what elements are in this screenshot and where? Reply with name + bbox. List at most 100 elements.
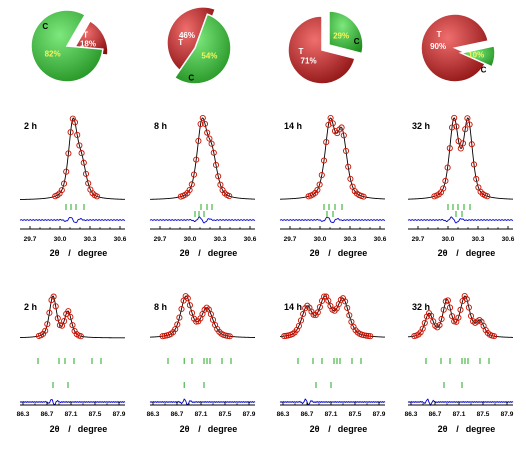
observed-point [442,177,449,184]
x-tick-label: 86.3 [405,411,418,418]
observed-point [197,121,204,128]
difference-curve [407,398,514,406]
observed-point [201,306,208,313]
x-tick-label: 86.7 [301,411,314,418]
x-tick-label: 86.7 [171,411,184,418]
calc-profile-line [279,117,386,200]
x-tick-label: 87.9 [373,411,386,418]
observed-point [295,322,302,329]
observed-point [71,119,79,126]
observed-point [473,175,480,183]
x-axis-label-symbol: 2θ [438,248,448,258]
observed-point [327,114,334,122]
x-tick-label: 30.6 [244,236,257,243]
observed-point [444,164,451,171]
observed-point [44,321,51,328]
pie-chart-b: 54% 46% C T [166,6,232,85]
x-tick-label: 87.5 [89,411,102,418]
observed-point [428,312,435,319]
observed-point [465,304,472,311]
x-axis-label-separator: / [68,424,71,434]
observed-point [461,293,468,300]
observed-point [78,150,85,157]
observed-point [61,317,68,325]
x-tick-label: 30.0 [184,236,197,243]
pie-pct-C: 82% [45,49,61,58]
observed-point [190,171,198,178]
diffraction-panel-low-14h: 29.7 30.0 30.3 30.6 2θ / degree 14 h [279,114,387,258]
observed-point [93,193,101,200]
x-tick-label: 86.7 [429,411,442,418]
time-label: 32 h [412,121,430,131]
pie-slice-T [420,13,490,83]
observed-point [71,327,78,335]
observed-point [436,322,443,329]
pie-label-C: C [42,22,48,31]
observed-point [463,296,470,303]
pie-chart-c: 29% 71% C T [287,10,364,85]
observed-point [195,137,202,144]
observed-point [204,129,211,136]
observed-point [281,333,288,340]
observed-point [347,175,354,182]
time-label: 8 h [154,302,167,312]
observed-point [215,173,222,180]
x-tick-label: 87.1 [325,411,338,418]
difference-curve [19,399,126,406]
x-axis-label-symbol: 2θ [310,248,320,258]
observed-point [46,309,53,316]
observed-point [174,321,181,328]
calc-profile-line [19,295,125,339]
observed-point [188,309,196,316]
x-axis-label-separator: / [328,424,331,434]
time-label: 2 h [24,302,37,312]
pie-pct-C: 54% [201,51,217,60]
observed-point [209,316,217,323]
pie-chart-d: 10% 90% C T [420,13,496,83]
observed-point [63,168,70,175]
difference-curve [279,398,386,406]
x-tick-label: 30.3 [472,236,485,243]
observed-point [50,293,57,300]
time-label: 14 h [284,121,302,131]
pie-slice-T [287,15,356,85]
calc-profile-line [407,117,514,200]
observed-point [484,193,491,200]
x-tick-label: 30.0 [54,236,67,243]
observed-point [419,325,426,332]
observed-point [344,304,351,311]
x-tick-label: 29.7 [412,236,425,243]
x-axis-label-symbol: 2θ [180,248,190,258]
observed-point [193,318,200,325]
x-axis-label-symbol: 2θ [438,424,448,434]
pie-slice-C [328,10,364,55]
pie-charts-row: 82% 18% C T 54% 46% C T 29% 71% C T 10% 90% C T [30,6,496,85]
observed-point [462,126,469,133]
observed-point [457,306,464,313]
difference-curve [407,216,514,224]
diffraction-panel-high-14h: 86.3 86.7 87.1 87.5 87.9 2θ / degree 14 h [277,293,386,434]
diffraction-panel-high-2h: 86.3 86.7 87.1 87.5 87.9 2θ / degree 2 h [17,293,126,434]
pie-label-C: C [188,73,194,82]
time-label: 14 h [284,302,302,312]
x-axis-label-symbol: 2θ [50,424,60,434]
observed-point [67,129,74,136]
observed-point [468,141,475,148]
observed-point [201,120,209,127]
x-tick-label: 30.6 [114,236,127,243]
observed-point [363,332,370,339]
observed-point [467,312,475,320]
observed-point [440,306,447,313]
diffraction-panel-low-8h: 29.7 30.0 30.3 30.6 2θ / degree 8 h [149,114,257,258]
time-label: 32 h [412,302,430,312]
x-axis-label-separator: / [198,248,201,258]
observed-point [466,121,473,128]
observed-point [60,180,68,187]
observed-point [208,140,215,147]
pie-pct-T: 90% [430,42,446,51]
observed-point [159,333,166,340]
observed-point [40,330,47,337]
difference-curve [279,216,386,224]
observed-point [224,332,231,339]
